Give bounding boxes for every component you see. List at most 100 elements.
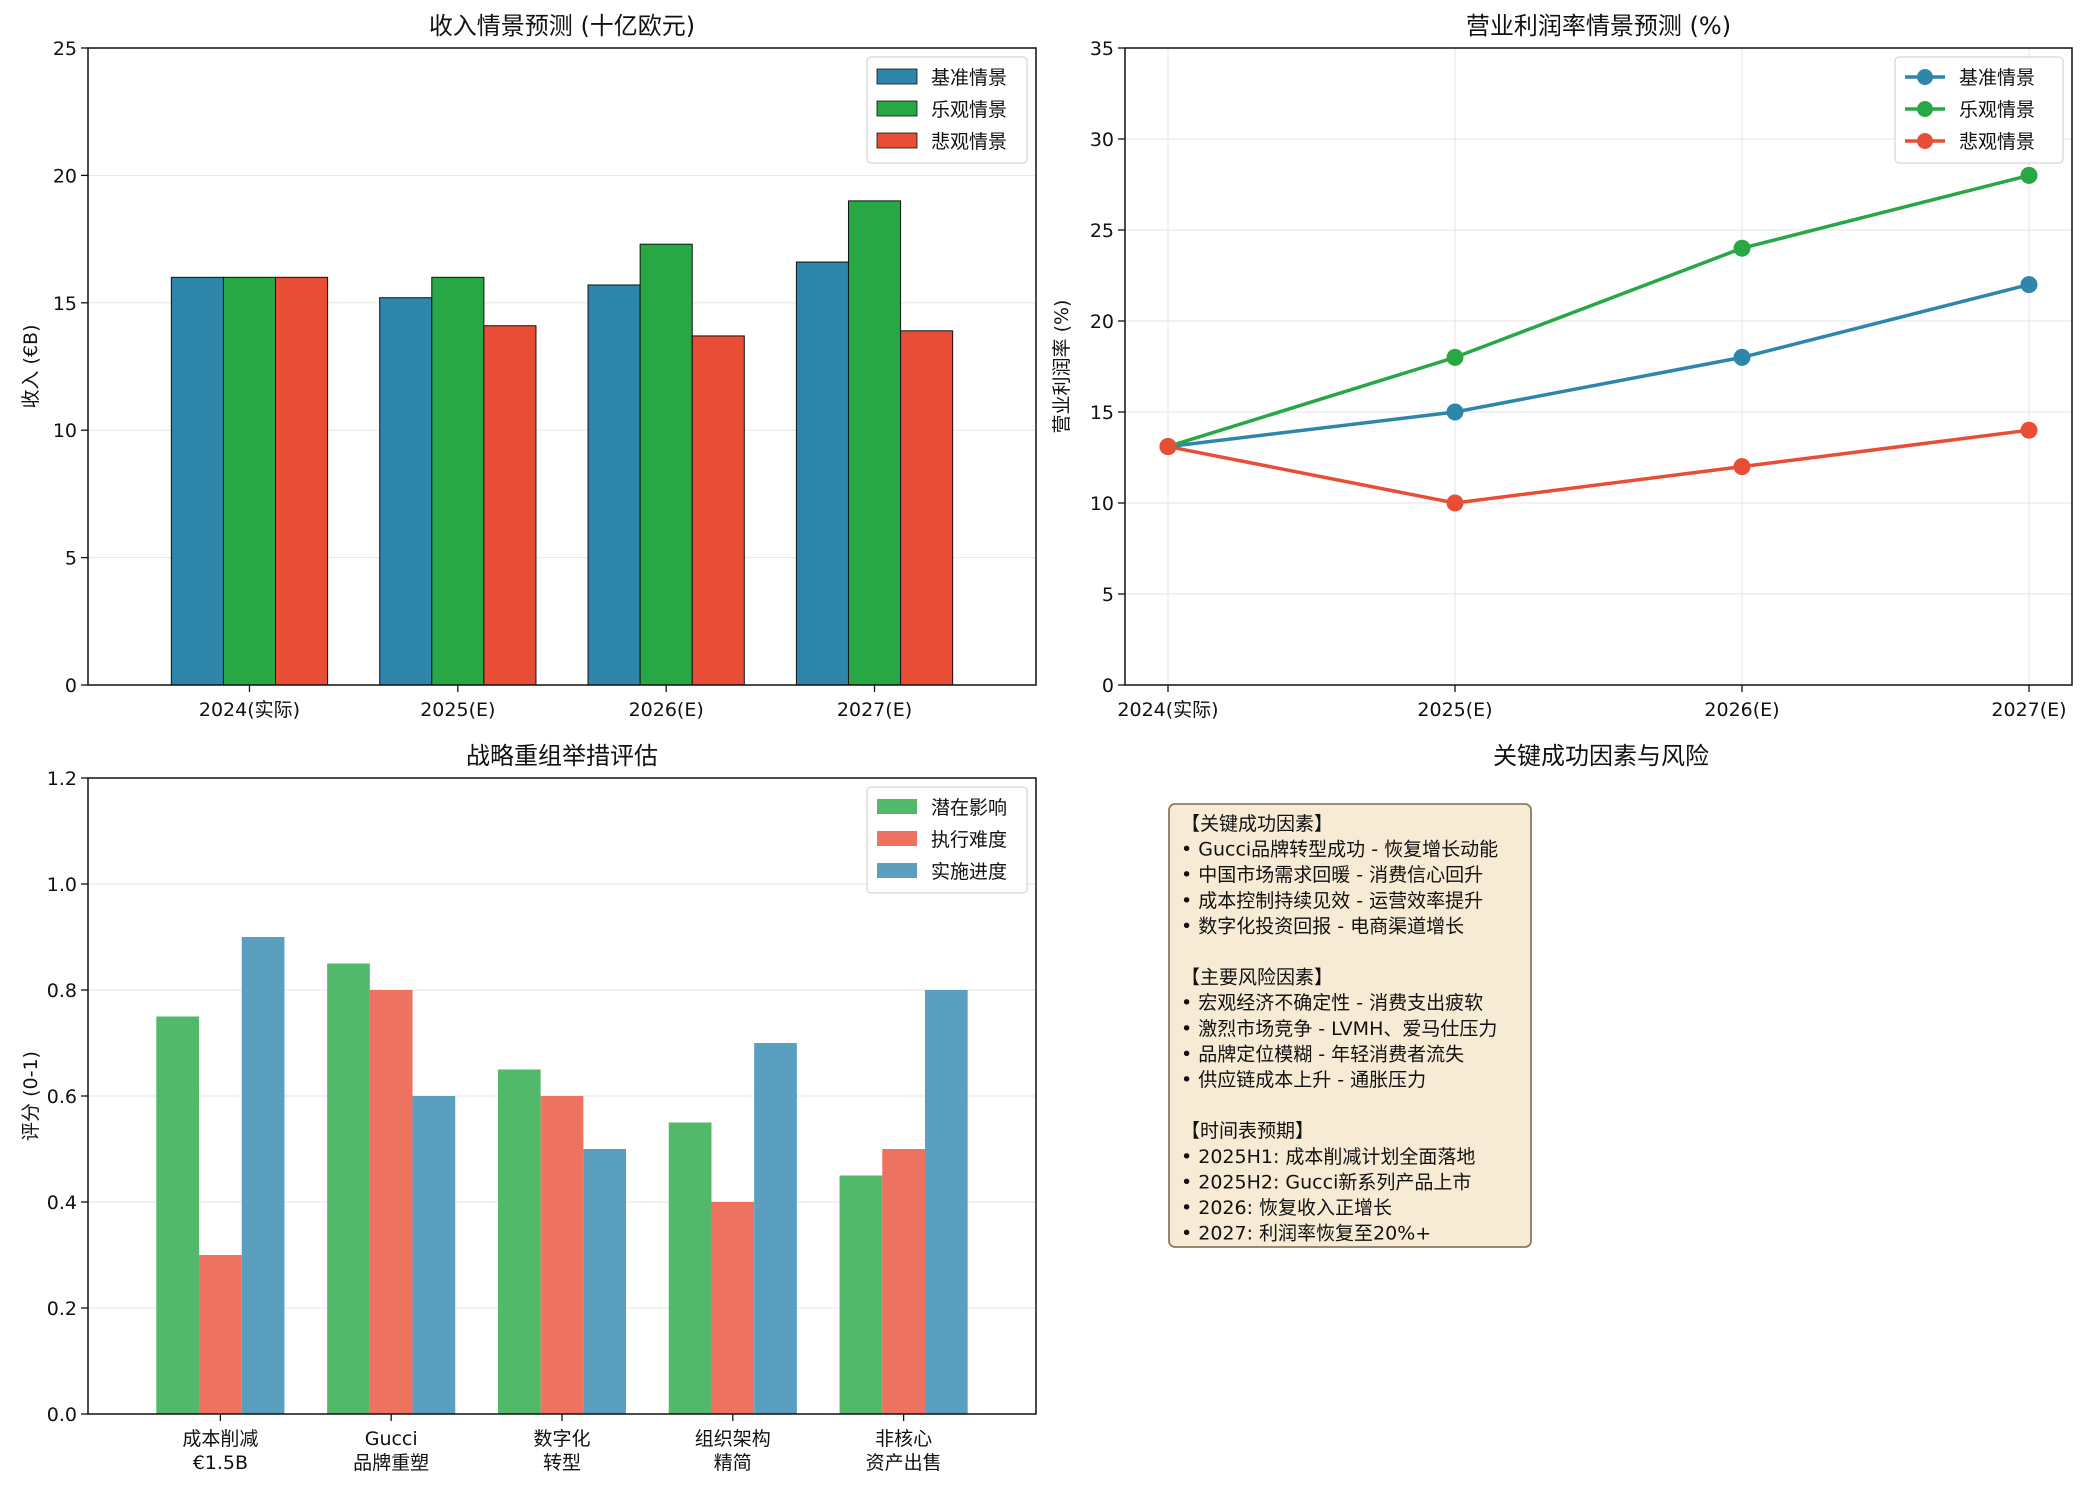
notes-title: 关键成功因素与风险: [1493, 742, 1709, 770]
x-tick-label: 成本削减: [182, 1428, 258, 1450]
y-tick-label: 5: [1102, 584, 1114, 606]
y-tick-label: 5: [65, 548, 77, 570]
notes-line: • Gucci品牌转型成功 - 恢复增长动能: [1181, 839, 1498, 861]
legend-swatch: [876, 132, 918, 149]
x-tick-label: Gucci: [365, 1428, 418, 1450]
bar-潜在影响: [497, 1069, 541, 1414]
x-tick-label: 非核心: [875, 1428, 932, 1450]
y-tick-label: 1.0: [47, 874, 77, 896]
notes-text-block: 【关键成功因素】 • Gucci品牌转型成功 - 恢复增长动能 • 中国市场需求回暖…: [1181, 813, 1498, 1245]
legend-label: 悲观情景: [931, 131, 1007, 153]
notes-line: • 品牌定位模糊 - 年轻消费者流失: [1181, 1043, 1464, 1065]
y-tick-label: 0.4: [47, 1192, 77, 1214]
bar-乐观情景: [639, 243, 693, 686]
notes-line: 【主要风险因素】: [1181, 967, 1333, 989]
line-series-悲观情景: [1167, 428, 2030, 505]
y-tick-label: 0.8: [47, 980, 77, 1002]
data-point-乐观情景: [1733, 239, 1751, 257]
bar-基准情景: [379, 297, 433, 686]
bar-实施进度: [241, 937, 285, 1414]
bar-悲观情景: [691, 335, 745, 686]
x-tick-label: 2026(E): [1704, 699, 1779, 721]
bar-实施进度: [924, 990, 968, 1414]
notes-line: • 2026: 恢复收入正增长: [1181, 1197, 1392, 1219]
legend-label: 潜在影响: [931, 797, 1007, 819]
legend-swatch: [877, 831, 917, 846]
bar-悲观情景: [483, 325, 537, 686]
bar-乐观情景: [222, 276, 277, 686]
legend-swatch: [877, 863, 917, 878]
initiative-assessment-chart: 战略重组举措评估 0.0 0.2 0.4 0.6 0.8 1.0 1.2 成本削减€1.5B Gu…: [20, 742, 1037, 1474]
notes-line: 【时间表预期】: [1181, 1120, 1314, 1142]
plot-frame: [87, 777, 1037, 1415]
data-point-乐观情景: [2020, 166, 2038, 184]
legend-label: 执行难度: [931, 829, 1007, 851]
notes-box: [1168, 803, 1532, 1248]
notes-line: • 2027: 利润率恢复至20%+: [1181, 1223, 1431, 1245]
y-axis-label: 评分 (0-1): [20, 1051, 42, 1141]
y-tick-label: 0.2: [47, 1298, 77, 1320]
legend-swatch: [876, 68, 918, 85]
legend-marker-swatch: [1917, 133, 1933, 149]
notes-line: • 中国市场需求回暖 - 消费信心回升: [1181, 864, 1483, 886]
revenue-scenario-chart: 收入情景预测 (十亿欧元) 0 5 10 15 20 25 2024(实际) 2025(E) 20…: [20, 12, 1037, 721]
notes-line: • 成本控制持续见效 - 运营效率提升: [1181, 890, 1483, 912]
data-point-基准情景: [1446, 403, 1464, 421]
y-tick-label: 15: [1090, 402, 1114, 424]
bar-悲观情景: [275, 276, 329, 686]
bar-乐观情景: [847, 200, 902, 686]
x-tick-label: 品牌重塑: [353, 1452, 429, 1474]
bar-实施进度: [754, 1043, 797, 1414]
bar-潜在影响: [156, 1016, 200, 1414]
legend-label: 悲观情景: [1959, 131, 2035, 153]
notes-line: • 宏观经济不确定性 - 消费支出疲软: [1181, 992, 1483, 1014]
y-tick-label: 10: [1090, 493, 1114, 515]
bar-基准情景: [795, 261, 849, 686]
x-tick-label: 2025(E): [420, 699, 495, 721]
data-point-基准情景: [2020, 276, 2038, 294]
data-point-悲观情景: [1446, 494, 1464, 512]
y-axis-label: 收入 (€B): [20, 325, 42, 409]
bar-基准情景: [587, 284, 641, 686]
chart-title: 收入情景预测 (十亿欧元): [429, 12, 695, 40]
y-tick-label: 25: [53, 38, 77, 60]
y-tick-label: 20: [53, 165, 77, 187]
x-tick-label: 资产出售: [866, 1452, 942, 1474]
x-tick-label: €1.5B: [193, 1452, 248, 1474]
bar-潜在影响: [327, 963, 370, 1414]
x-tick-label: 2024(实际): [199, 699, 300, 721]
legend-label: 乐观情景: [1959, 99, 2035, 121]
legend-marker-swatch: [1917, 69, 1933, 85]
notes-line: • 激烈市场竞争 - LVMH、爱马仕压力: [1181, 1018, 1497, 1040]
data-point-基准情景: [1733, 348, 1751, 366]
y-tick-label: 25: [1090, 220, 1114, 242]
data-point-悲观情景: [2020, 421, 2038, 439]
chart-title: 营业利润率情景预测 (%): [1466, 12, 1731, 40]
bar-执行难度: [540, 1096, 584, 1414]
chart-title: 战略重组举措评估: [466, 742, 658, 770]
bar-实施进度: [412, 1096, 456, 1414]
data-point-乐观情景: [1446, 348, 1464, 366]
bar-实施进度: [583, 1149, 627, 1414]
x-tick-label: 2027(E): [837, 699, 912, 721]
success-factors-panel: 关键成功因素与风险 【关键成功因素】 • Gucci品牌转型成功 - 恢复增长动能…: [1168, 742, 1709, 1248]
y-tick-label: 30: [1090, 129, 1114, 151]
y-tick-label: 0.0: [47, 1404, 77, 1426]
notes-line: 【关键成功因素】: [1181, 813, 1333, 835]
plot-frame: [1124, 47, 2073, 686]
notes-line: • 供应链成本上升 - 通胀压力: [1181, 1069, 1426, 1091]
x-tick-label: 转型: [543, 1452, 581, 1474]
legend-label: 基准情景: [931, 67, 1007, 89]
y-tick-label: 10: [53, 420, 77, 442]
legend-label: 基准情景: [1959, 67, 2035, 89]
x-tick-label: 2024(实际): [1117, 699, 1218, 721]
notes-line: • 2025H2: Gucci新系列产品上市: [1181, 1171, 1471, 1193]
bar-乐观情景: [431, 276, 485, 686]
notes-line: • 数字化投资回报 - 电商渠道增长: [1181, 915, 1464, 937]
x-tick-label: 2026(E): [629, 699, 704, 721]
legend-label: 乐观情景: [931, 99, 1007, 121]
legend-label: 实施进度: [931, 861, 1007, 883]
bar-基准情景: [170, 276, 224, 686]
y-tick-label: 35: [1090, 38, 1114, 60]
bar-潜在影响: [839, 1175, 883, 1414]
